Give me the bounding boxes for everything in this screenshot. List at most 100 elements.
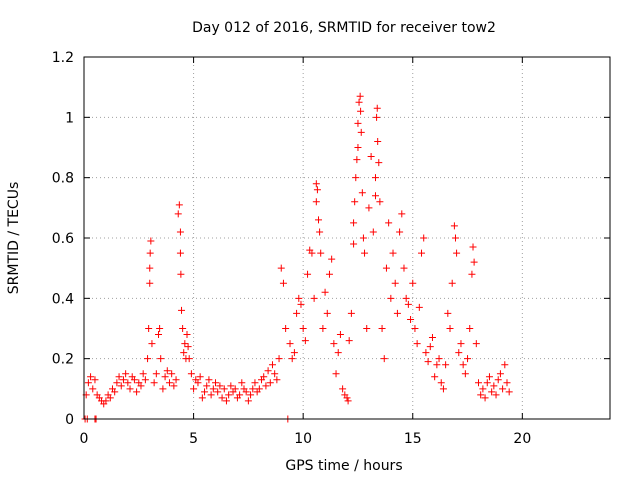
data-point [382, 264, 390, 272]
y-tick-label: 0.2 [52, 352, 74, 368]
data-point [214, 388, 222, 396]
data-point [148, 340, 156, 348]
data-point [231, 385, 239, 393]
data-point [144, 355, 152, 363]
data-point [494, 376, 502, 384]
data-point [308, 249, 316, 257]
data-point [418, 249, 426, 257]
data-point [479, 385, 487, 393]
data-point [353, 156, 361, 164]
data-point [499, 385, 507, 393]
data-point [363, 325, 371, 332]
data-point [247, 391, 255, 399]
data-point [481, 394, 489, 402]
data-point [323, 309, 331, 317]
data-point [174, 210, 182, 218]
data-point [190, 385, 198, 393]
data-point [159, 385, 167, 393]
data-point [288, 355, 296, 363]
data-point [446, 325, 454, 332]
data-point [161, 373, 169, 381]
data-point [396, 228, 404, 236]
data-point [461, 370, 469, 378]
data-point [376, 198, 384, 206]
data-point [102, 397, 110, 405]
data-point [178, 306, 186, 314]
data-point [492, 391, 500, 399]
data-point [355, 98, 363, 106]
data-point [402, 294, 410, 302]
x-tick-label: 20 [513, 431, 531, 447]
data-point [146, 249, 154, 257]
grid-lines [84, 57, 610, 419]
data-point [222, 397, 230, 405]
data-point [146, 264, 154, 272]
data-point [137, 382, 145, 390]
data-point [155, 331, 163, 339]
data-point [91, 376, 99, 384]
data-point [350, 219, 358, 227]
data-point [485, 373, 493, 381]
data-point [297, 300, 305, 308]
data-point [255, 385, 263, 393]
data-point [147, 237, 155, 245]
data-point [475, 379, 482, 387]
data-point [304, 270, 312, 278]
axis-ticks: 0 0.2 0.4 0.6 0.8 1 1.2 0 5 10 15 20 [52, 50, 610, 447]
data-point [122, 370, 130, 378]
data-point [177, 270, 185, 278]
data-point [472, 340, 480, 348]
x-tick-label: 5 [189, 431, 198, 447]
x-axis-label: GPS time / hours [285, 458, 402, 474]
data-point [350, 240, 358, 248]
data-point [286, 340, 294, 348]
y-tick-label: 0.8 [52, 171, 74, 187]
data-point [260, 373, 268, 381]
data-point [455, 349, 463, 357]
data-point [236, 391, 244, 399]
data-point [156, 325, 164, 332]
data-point [89, 385, 97, 393]
chart-title: Day 012 of 2016, SRMTID for receiver tow… [192, 20, 496, 36]
data-point [299, 325, 307, 332]
data-point [139, 370, 147, 378]
data-point [310, 294, 318, 302]
data-point [316, 228, 324, 236]
data-point [407, 315, 415, 323]
data-point [470, 258, 478, 266]
data-point [262, 382, 270, 390]
data-point [347, 309, 355, 317]
data-points [81, 92, 513, 423]
data-point [152, 370, 160, 378]
data-point [339, 385, 347, 393]
data-point [180, 349, 188, 357]
data-point [398, 210, 406, 218]
data-point [117, 382, 125, 390]
data-point [439, 385, 447, 393]
data-point [451, 234, 459, 242]
x-tick-label: 15 [404, 431, 422, 447]
data-point [115, 373, 123, 381]
data-point [251, 379, 259, 387]
data-point [404, 300, 412, 308]
data-point [367, 153, 375, 161]
y-tick-label: 0.4 [52, 291, 74, 307]
data-point [365, 204, 373, 212]
data-point [315, 216, 323, 224]
data-point [203, 382, 211, 390]
data-point [113, 379, 121, 387]
data-point [385, 219, 393, 227]
data-point [87, 373, 95, 381]
data-point [187, 370, 195, 378]
axes [83, 56, 611, 420]
data-point [212, 379, 219, 387]
data-point [184, 343, 192, 351]
data-point [277, 264, 285, 272]
data-point [282, 325, 290, 332]
data-point [325, 270, 333, 278]
data-point [351, 198, 359, 206]
data-point [150, 379, 158, 387]
data-point [111, 388, 119, 396]
data-point [357, 128, 365, 136]
data-point [380, 355, 388, 363]
